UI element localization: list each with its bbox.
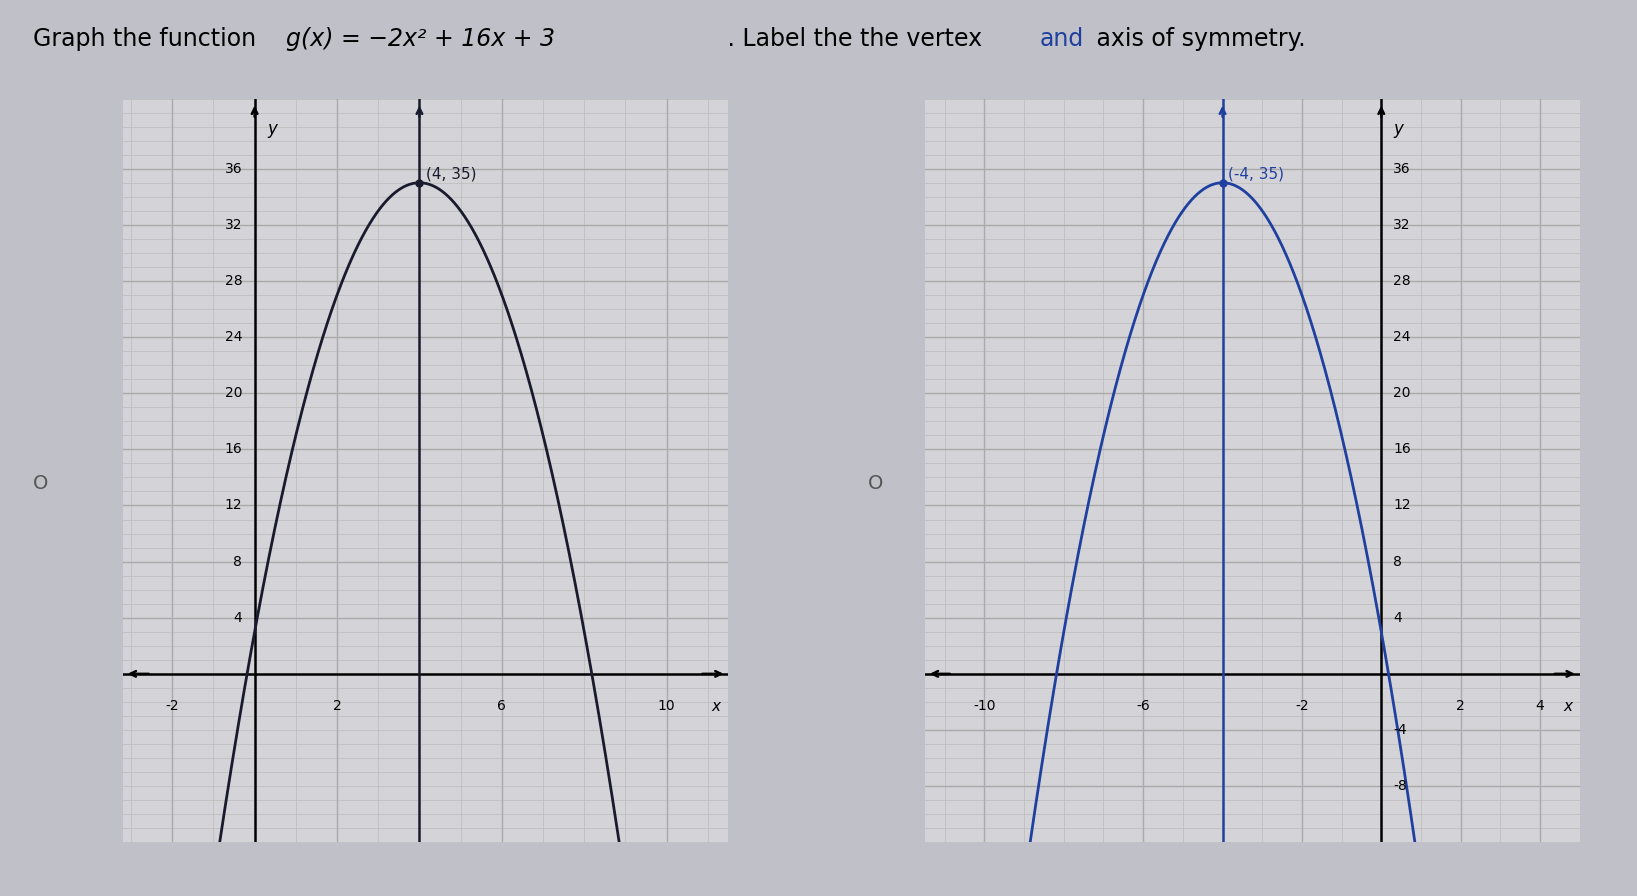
Text: 32: 32 [1393, 218, 1411, 232]
Text: 36: 36 [224, 161, 242, 176]
Text: 36: 36 [1393, 161, 1411, 176]
Text: 24: 24 [1393, 330, 1411, 344]
Text: -2: -2 [1295, 699, 1308, 713]
Text: 4: 4 [1393, 611, 1401, 625]
Text: -8: -8 [1393, 780, 1406, 793]
Text: x: x [1563, 699, 1572, 714]
Text: x: x [712, 699, 720, 714]
Text: 6: 6 [498, 699, 506, 713]
Text: axis of symmetry.: axis of symmetry. [1089, 27, 1305, 51]
Text: -4: -4 [1393, 723, 1406, 737]
Text: g(x) = −2x² + 16x + 3: g(x) = −2x² + 16x + 3 [286, 27, 555, 51]
Text: 2: 2 [1457, 699, 1465, 713]
Text: -10: -10 [972, 699, 995, 713]
Text: 24: 24 [224, 330, 242, 344]
Text: O: O [868, 474, 884, 494]
Text: -6: -6 [1136, 699, 1151, 713]
Text: 8: 8 [234, 555, 242, 569]
Text: 28: 28 [224, 274, 242, 288]
Text: 20: 20 [224, 386, 242, 401]
Text: 8: 8 [1393, 555, 1401, 569]
Text: (4, 35): (4, 35) [426, 167, 476, 182]
Text: 16: 16 [1393, 443, 1411, 456]
Text: 4: 4 [1536, 699, 1544, 713]
Text: and: and [1039, 27, 1084, 51]
Text: 32: 32 [224, 218, 242, 232]
Text: -2: -2 [165, 699, 178, 713]
Text: y: y [267, 119, 277, 138]
Text: (-4, 35): (-4, 35) [1228, 167, 1285, 182]
Text: O: O [33, 474, 49, 494]
Text: 2: 2 [332, 699, 342, 713]
Text: 16: 16 [224, 443, 242, 456]
Text: 20: 20 [1393, 386, 1411, 401]
Text: 12: 12 [224, 498, 242, 513]
Text: y: y [1393, 119, 1403, 138]
Text: Graph the function: Graph the function [33, 27, 270, 51]
Text: 10: 10 [658, 699, 676, 713]
Text: 12: 12 [1393, 498, 1411, 513]
Text: 4: 4 [234, 611, 242, 625]
Text: . Label the the vertex: . Label the the vertex [720, 27, 990, 51]
Text: 28: 28 [1393, 274, 1411, 288]
